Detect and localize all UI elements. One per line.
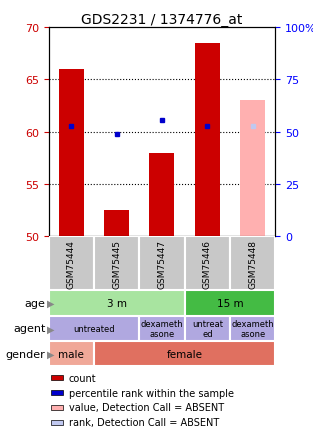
Text: GSM75447: GSM75447: [157, 239, 167, 288]
FancyBboxPatch shape: [185, 291, 275, 316]
Text: count: count: [69, 373, 97, 383]
Text: rank, Detection Call = ABSENT: rank, Detection Call = ABSENT: [69, 418, 219, 427]
FancyBboxPatch shape: [139, 316, 185, 341]
FancyBboxPatch shape: [94, 341, 275, 366]
FancyBboxPatch shape: [230, 316, 275, 341]
Title: GDS2231 / 1374776_at: GDS2231 / 1374776_at: [81, 13, 243, 27]
Text: value, Detection Call = ABSENT: value, Detection Call = ABSENT: [69, 403, 224, 412]
Text: GSM75444: GSM75444: [67, 239, 76, 288]
Text: dexameth
asone: dexameth asone: [231, 319, 274, 338]
Text: dexameth
asone: dexameth asone: [141, 319, 183, 338]
Text: 3 m: 3 m: [107, 299, 126, 308]
FancyBboxPatch shape: [49, 291, 185, 316]
Text: ▶: ▶: [47, 324, 54, 333]
Text: 15 m: 15 m: [217, 299, 244, 308]
Text: male: male: [58, 349, 84, 358]
Text: untreated: untreated: [73, 324, 115, 333]
Text: gender: gender: [6, 349, 45, 358]
Text: GSM75445: GSM75445: [112, 239, 121, 288]
FancyBboxPatch shape: [185, 237, 230, 291]
FancyBboxPatch shape: [94, 237, 139, 291]
Text: GSM75446: GSM75446: [203, 239, 212, 288]
Text: ▶: ▶: [47, 299, 54, 308]
Text: age: age: [24, 299, 45, 308]
FancyBboxPatch shape: [185, 316, 230, 341]
FancyBboxPatch shape: [49, 341, 94, 366]
FancyBboxPatch shape: [51, 405, 63, 410]
Bar: [59, 70, 84, 237]
Text: GSM75448: GSM75448: [248, 239, 257, 288]
Text: agent: agent: [13, 324, 45, 333]
Bar: [195, 44, 220, 237]
Text: untreat
ed: untreat ed: [192, 319, 223, 338]
Text: ▶: ▶: [47, 349, 54, 358]
FancyBboxPatch shape: [49, 237, 94, 291]
FancyBboxPatch shape: [51, 420, 63, 425]
Text: percentile rank within the sample: percentile rank within the sample: [69, 388, 234, 398]
FancyBboxPatch shape: [139, 237, 185, 291]
Bar: [150, 153, 174, 237]
Bar: [104, 210, 129, 237]
FancyBboxPatch shape: [49, 316, 139, 341]
Bar: [240, 101, 265, 237]
FancyBboxPatch shape: [230, 237, 275, 291]
FancyBboxPatch shape: [51, 375, 63, 381]
FancyBboxPatch shape: [51, 390, 63, 395]
Text: female: female: [167, 349, 203, 358]
